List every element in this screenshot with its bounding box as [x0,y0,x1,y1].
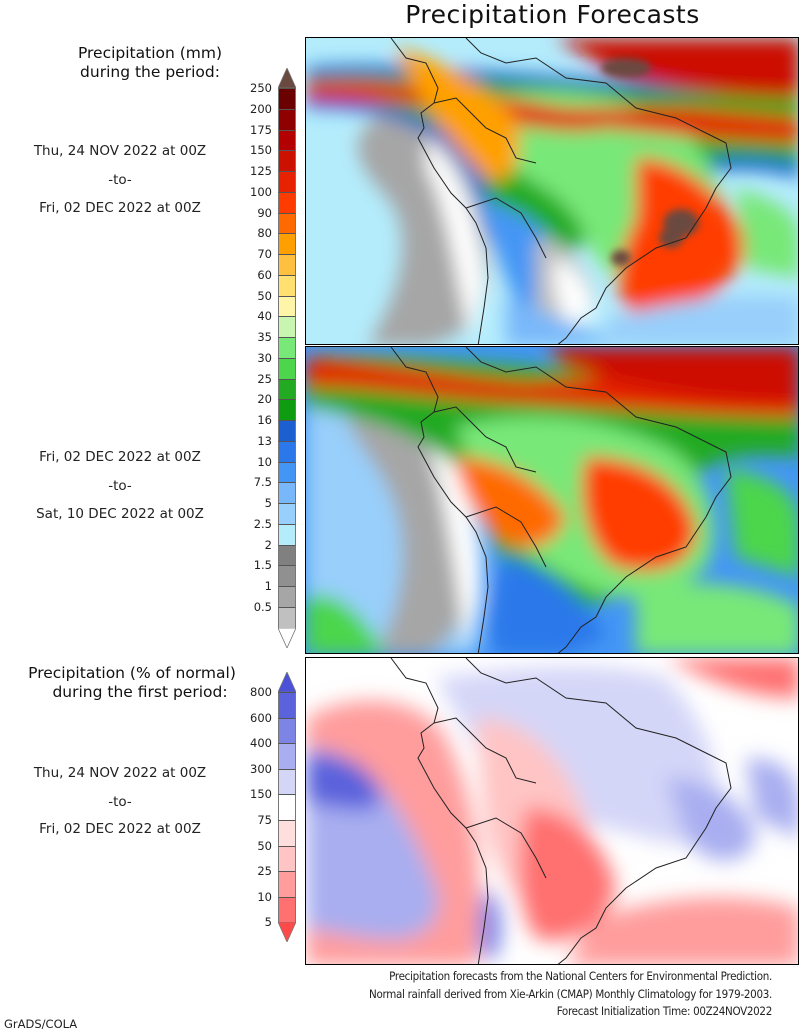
legend-pct-tick-label: 600 [250,710,272,725]
legend-pct-bottom-arrow [278,922,296,943]
legend-mm-top-arrow [278,68,296,88]
credits-line2: Normal rainfall derived from Xie-Arkin (… [369,986,772,1001]
period-2-sep: -to- [108,478,132,494]
legend-pct-tick-label: 800 [250,685,272,699]
period-1-end: Fri, 02 DEC 2022 at 00Z [39,200,201,216]
legend-mm-tick-label: 175 [250,122,272,137]
legend-mm-color-segment [278,461,296,483]
legend-mm-color-segment [278,357,296,379]
legend-mm-tick-label: 16 [257,413,272,427]
legend-mm-tick-label: 20 [257,392,272,407]
period-3-sep: -to- [108,794,132,810]
legend-mm-color-segment [278,440,296,462]
legend-mm-color-segment [278,254,296,275]
legend-pct-color-segment [278,820,296,846]
legend-pct-color-segment [278,871,296,897]
map-panel-2 [305,346,799,654]
legend-mm-color-segment [278,129,296,151]
legend-mm-tick-label: 7.5 [253,475,272,490]
legend-mm-title-line1: Precipitation (mm) [77,44,223,62]
legend-mm-color-segment [278,503,296,524]
period-2-start: Fri, 02 DEC 2022 at 00Z [39,449,201,465]
legend-pct-tick-label: 300 [250,761,272,776]
legend-mm-color-segment [278,108,296,130]
legend-pct-title-line1: Precipitation (% of normal) [28,664,236,682]
legend-mm-title: Precipitation (mm) during the period: [0,44,300,82]
legend-pct-color-segment [278,768,296,795]
legend-mm-tick-label: 80 [257,226,272,241]
legend-mm-tick-label: 1.5 [253,558,272,573]
credits-line1: Precipitation forecasts from the Nationa… [389,969,772,983]
legend-mm-color-segment [278,606,296,628]
legend-pct-tick-label: 5 [264,915,272,930]
legend-mm-tick-label: 35 [257,330,272,344]
legend-mm-tick-label: 40 [257,309,272,324]
legend-mm-tick-label: 2.5 [253,516,272,531]
legend-mm-tick-label: 13 [257,433,272,448]
page-title: Precipitation Forecasts [405,0,700,29]
legend-mm-title-line2: during the period: [80,63,220,81]
software-credit: GrADS/COLA [4,1017,78,1031]
legend-mm-tick-label: 5 [264,496,272,510]
legend-mm-tick-label: 125 [250,164,272,178]
legend-mm-color-segment [278,586,296,607]
legend-pct-color-segment [278,692,296,718]
legend-mm-tick-label: 30 [257,350,272,365]
legend-mm-color-segment [278,88,296,109]
legend-mm-color-segment [278,523,296,545]
legend-pct-color-segment [278,794,296,820]
legend-pct-tick-label: 75 [257,813,272,827]
legend-pct-color-segment [278,717,296,744]
period-1-sep: -to- [108,172,132,188]
legend-mm-color-segment [278,420,296,441]
legend-pct-color-segment [278,743,296,769]
legend-mm-tick-label: 10 [257,454,272,469]
credits: Precipitation forecasts from the Nationa… [369,968,772,1021]
legend-mm-color-segment [278,212,296,234]
legend-mm-tick-label: 70 [257,247,272,261]
legend-mm-color-segment [278,378,296,400]
legend-mm-color-segment [278,544,296,566]
legend-mm-color-segment [278,295,296,317]
legend-pct-color-segment [278,896,296,923]
legend-mm-tick-label: 90 [257,205,272,220]
period-2-end: Sat, 10 DEC 2022 at 00Z [36,506,204,522]
legend-mm-color-segment [278,191,296,213]
legend-pct-color-segment [278,845,296,872]
legend-pct-tick-label: 25 [257,864,272,879]
credits-line3: Forecast Initialization Time: 00Z24NOV20… [556,1004,773,1018]
legend-pct-tick-label: 400 [250,736,272,751]
legend-mm-color-segment [278,274,296,296]
legend-mm-tick-label: 1 [264,579,272,593]
legend-pct-tick-label: 10 [257,889,272,904]
legend-mm-tick-label: 2 [264,537,272,552]
legend-pct-top-arrow [278,672,296,692]
map-panel-3 [305,657,799,965]
period-3-start: Thu, 24 NOV 2022 at 00Z [33,765,207,781]
legend-mm-tick-label: 0.5 [253,599,272,614]
legend-mm-color-segment [278,565,296,586]
legend-pct-title: Precipitation (% of normal) during the f… [0,664,264,702]
legend-mm-tick-label: 50 [257,288,272,303]
legend-mm-tick-label: 250 [250,81,272,95]
legend-pct-tick-label: 50 [257,838,272,853]
legend-mm-color-segment [278,316,296,337]
legend-mm-tick-label: 150 [250,143,272,158]
legend-mm-tick-label: 25 [257,371,272,386]
period-1-start: Thu, 24 NOV 2022 at 00Z [33,143,207,159]
legend-mm-color-segment [278,150,296,171]
legend-pct-title-line2: during the first period: [52,683,228,701]
period-3-end: Fri, 02 DEC 2022 at 00Z [39,821,201,837]
map-panel-1 [305,37,799,345]
legend-mm-tick-label: 200 [250,101,272,116]
legend-pct-tick-label: 150 [250,787,272,802]
legend-mm-color-segment [278,399,296,420]
legend-mm-bottom-arrow [278,627,296,648]
legend-mm-color-segment [278,171,296,192]
legend-mm-tick-label: 100 [250,184,272,199]
legend-mm-color-segment [278,482,296,503]
legend-mm-tick-label: 60 [257,267,272,282]
legend-mm-color-segment [278,233,296,254]
legend-mm-color-segment [278,337,296,358]
